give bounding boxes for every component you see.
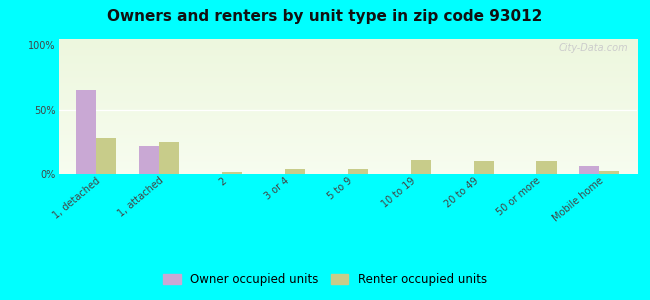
Bar [222, 172, 242, 174]
Text: City-Data.com: City-Data.com [559, 43, 629, 53]
Legend: Owner occupied units, Renter occupied units: Owner occupied units, Renter occupied un… [159, 269, 491, 291]
Bar [411, 160, 431, 174]
Bar [285, 169, 305, 174]
Bar [599, 171, 619, 174]
Bar [139, 146, 159, 174]
Bar [96, 138, 116, 174]
Bar [579, 166, 599, 174]
Text: Owners and renters by unit type in zip code 93012: Owners and renters by unit type in zip c… [107, 9, 543, 24]
Bar [76, 90, 96, 174]
Bar [159, 142, 179, 174]
Bar [473, 161, 493, 174]
Bar [348, 169, 368, 174]
Bar [536, 161, 556, 174]
